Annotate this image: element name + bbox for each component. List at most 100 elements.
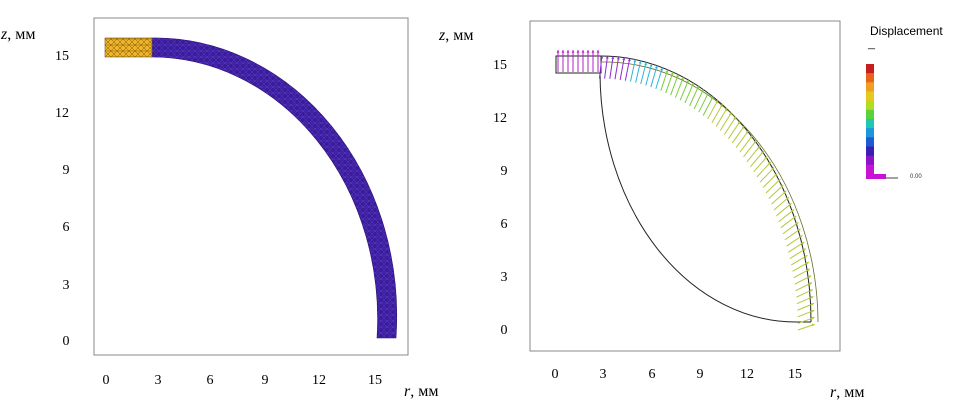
legend-color-swatch xyxy=(866,64,874,74)
displacement-xlabel-unit: , мм xyxy=(836,384,864,401)
displacement-arrow xyxy=(746,145,761,163)
displacement-arrow xyxy=(629,59,636,82)
legend-color-swatch xyxy=(866,128,874,138)
displacement-arrow-head xyxy=(591,50,595,53)
displacement-arrow xyxy=(670,74,679,96)
displacement-ytick: 0 xyxy=(501,323,508,338)
displacement-arrow-head xyxy=(804,255,808,258)
displacement-arrow-head xyxy=(627,58,631,62)
displacement-arrow xyxy=(727,121,741,140)
displacement-arrow xyxy=(797,323,815,331)
displacement-arrow-head xyxy=(566,50,570,53)
displacement-arrow xyxy=(731,125,745,144)
displacement-arrow xyxy=(796,289,814,298)
displacement-arrow-head xyxy=(760,151,764,155)
displacement-arrow xyxy=(635,60,642,83)
displacement-arrow-head xyxy=(571,50,575,53)
displacement-arrow xyxy=(660,69,669,91)
legend-color-swatch xyxy=(866,137,874,147)
legend-max-label: – xyxy=(867,41,876,56)
mesh-xtick: 12 xyxy=(312,373,326,388)
mesh-ylabel-var: z xyxy=(0,26,8,43)
displacement-arrow-head xyxy=(665,69,669,73)
legend-color-swatch xyxy=(866,73,874,83)
displacement-arrow xyxy=(795,282,813,292)
displacement-ylabel-unit: , мм xyxy=(445,27,473,44)
displacement-x-ticks: 0 3 6 9 12 15 xyxy=(552,367,803,382)
displacement-arrow xyxy=(780,215,797,229)
displacement-arrow-head xyxy=(691,83,694,87)
displacement-arrow-head xyxy=(749,135,753,139)
legend-color-swatch xyxy=(866,164,874,175)
displacement-arrow-head xyxy=(745,130,749,134)
legend-color-bar xyxy=(866,64,874,175)
displacement-arrow-head xyxy=(686,80,689,84)
displacement-arrow xyxy=(614,56,620,80)
displacement-arrow-head xyxy=(771,167,775,171)
displacement-arrow xyxy=(762,172,778,188)
displacement-ylabel: z, мм xyxy=(438,27,473,44)
displacement-arrow-head xyxy=(791,209,794,213)
displacement-arrow xyxy=(684,82,695,104)
displacement-arrow-head xyxy=(799,235,803,239)
displacement-ytick: 15 xyxy=(493,58,507,73)
displacement-arrow xyxy=(604,55,609,79)
displacement-xtick: 9 xyxy=(697,367,704,382)
mesh-xlabel-unit: , мм xyxy=(410,383,438,400)
displacement-arrow xyxy=(674,77,684,98)
mesh-arc-body xyxy=(150,37,398,339)
displacement-arrow xyxy=(797,309,815,318)
mesh-xlabel-var: r xyxy=(404,383,411,400)
displacement-arrow-head xyxy=(809,289,813,292)
displacement-arrow xyxy=(776,202,792,217)
mesh-tip-block xyxy=(104,37,153,58)
displacement-arrow-head xyxy=(767,161,771,165)
displacement-xtick: 12 xyxy=(740,367,754,382)
mesh-ytick: 3 xyxy=(63,278,70,293)
mesh-xtick: 3 xyxy=(155,373,162,388)
displacement-arrow xyxy=(786,234,803,247)
displacement-arrow xyxy=(788,241,805,253)
displacement-arrow-head xyxy=(733,116,736,120)
displacement-ytick: 12 xyxy=(493,111,507,126)
displacement-arrow-head xyxy=(561,50,565,53)
displacement-panel: 0 3 6 9 12 15 0 3 6 9 12 15 z, мм r, мм … xyxy=(438,20,943,401)
mesh-x-ticks: 0 3 6 9 12 15 xyxy=(103,373,383,388)
legend-color-swatch xyxy=(866,155,874,166)
legend-min-label: 0.00 xyxy=(910,174,922,180)
legend-color-swatch xyxy=(866,109,874,120)
displacement-arrow xyxy=(650,65,658,88)
displacement-arrow-head xyxy=(793,215,797,219)
displacement-arrow-head xyxy=(724,108,728,112)
displacement-arrow-head xyxy=(788,203,792,207)
mesh-ytick: 0 xyxy=(63,334,70,349)
displacement-arrow xyxy=(753,156,768,173)
displacement-arrow xyxy=(719,112,732,131)
mesh-xtick: 9 xyxy=(262,373,269,388)
displacement-arrow-head xyxy=(605,55,609,59)
displacement-arrow xyxy=(784,228,801,241)
displacement-arrow-head xyxy=(809,282,813,286)
displacement-arrow xyxy=(793,268,811,279)
displacement-arrow-head xyxy=(811,303,815,306)
displacement-arrow xyxy=(797,316,815,324)
displacement-arrow xyxy=(609,56,614,79)
legend-title: Displacement xyxy=(870,24,943,38)
displacement-arrow xyxy=(743,140,757,158)
displacement-inner-arc xyxy=(599,72,797,323)
displacement-arrow-head xyxy=(774,173,778,177)
displacement-arrow xyxy=(702,96,714,116)
displacement-arrow-head xyxy=(808,275,812,279)
displacement-arrow-head xyxy=(616,56,620,60)
displacement-arrow-head xyxy=(802,248,806,252)
displacement-arrow-head xyxy=(638,60,642,64)
legend-color-swatch xyxy=(866,82,874,92)
mesh-ytick: 12 xyxy=(55,106,69,121)
mesh-xtick: 6 xyxy=(207,373,214,388)
displacement-arrow xyxy=(624,58,631,81)
displacement-arrow-head xyxy=(801,241,805,245)
displacement-arrow xyxy=(693,89,704,110)
displacement-arrow-head xyxy=(654,65,658,69)
displacement-arrow-head xyxy=(785,197,789,200)
